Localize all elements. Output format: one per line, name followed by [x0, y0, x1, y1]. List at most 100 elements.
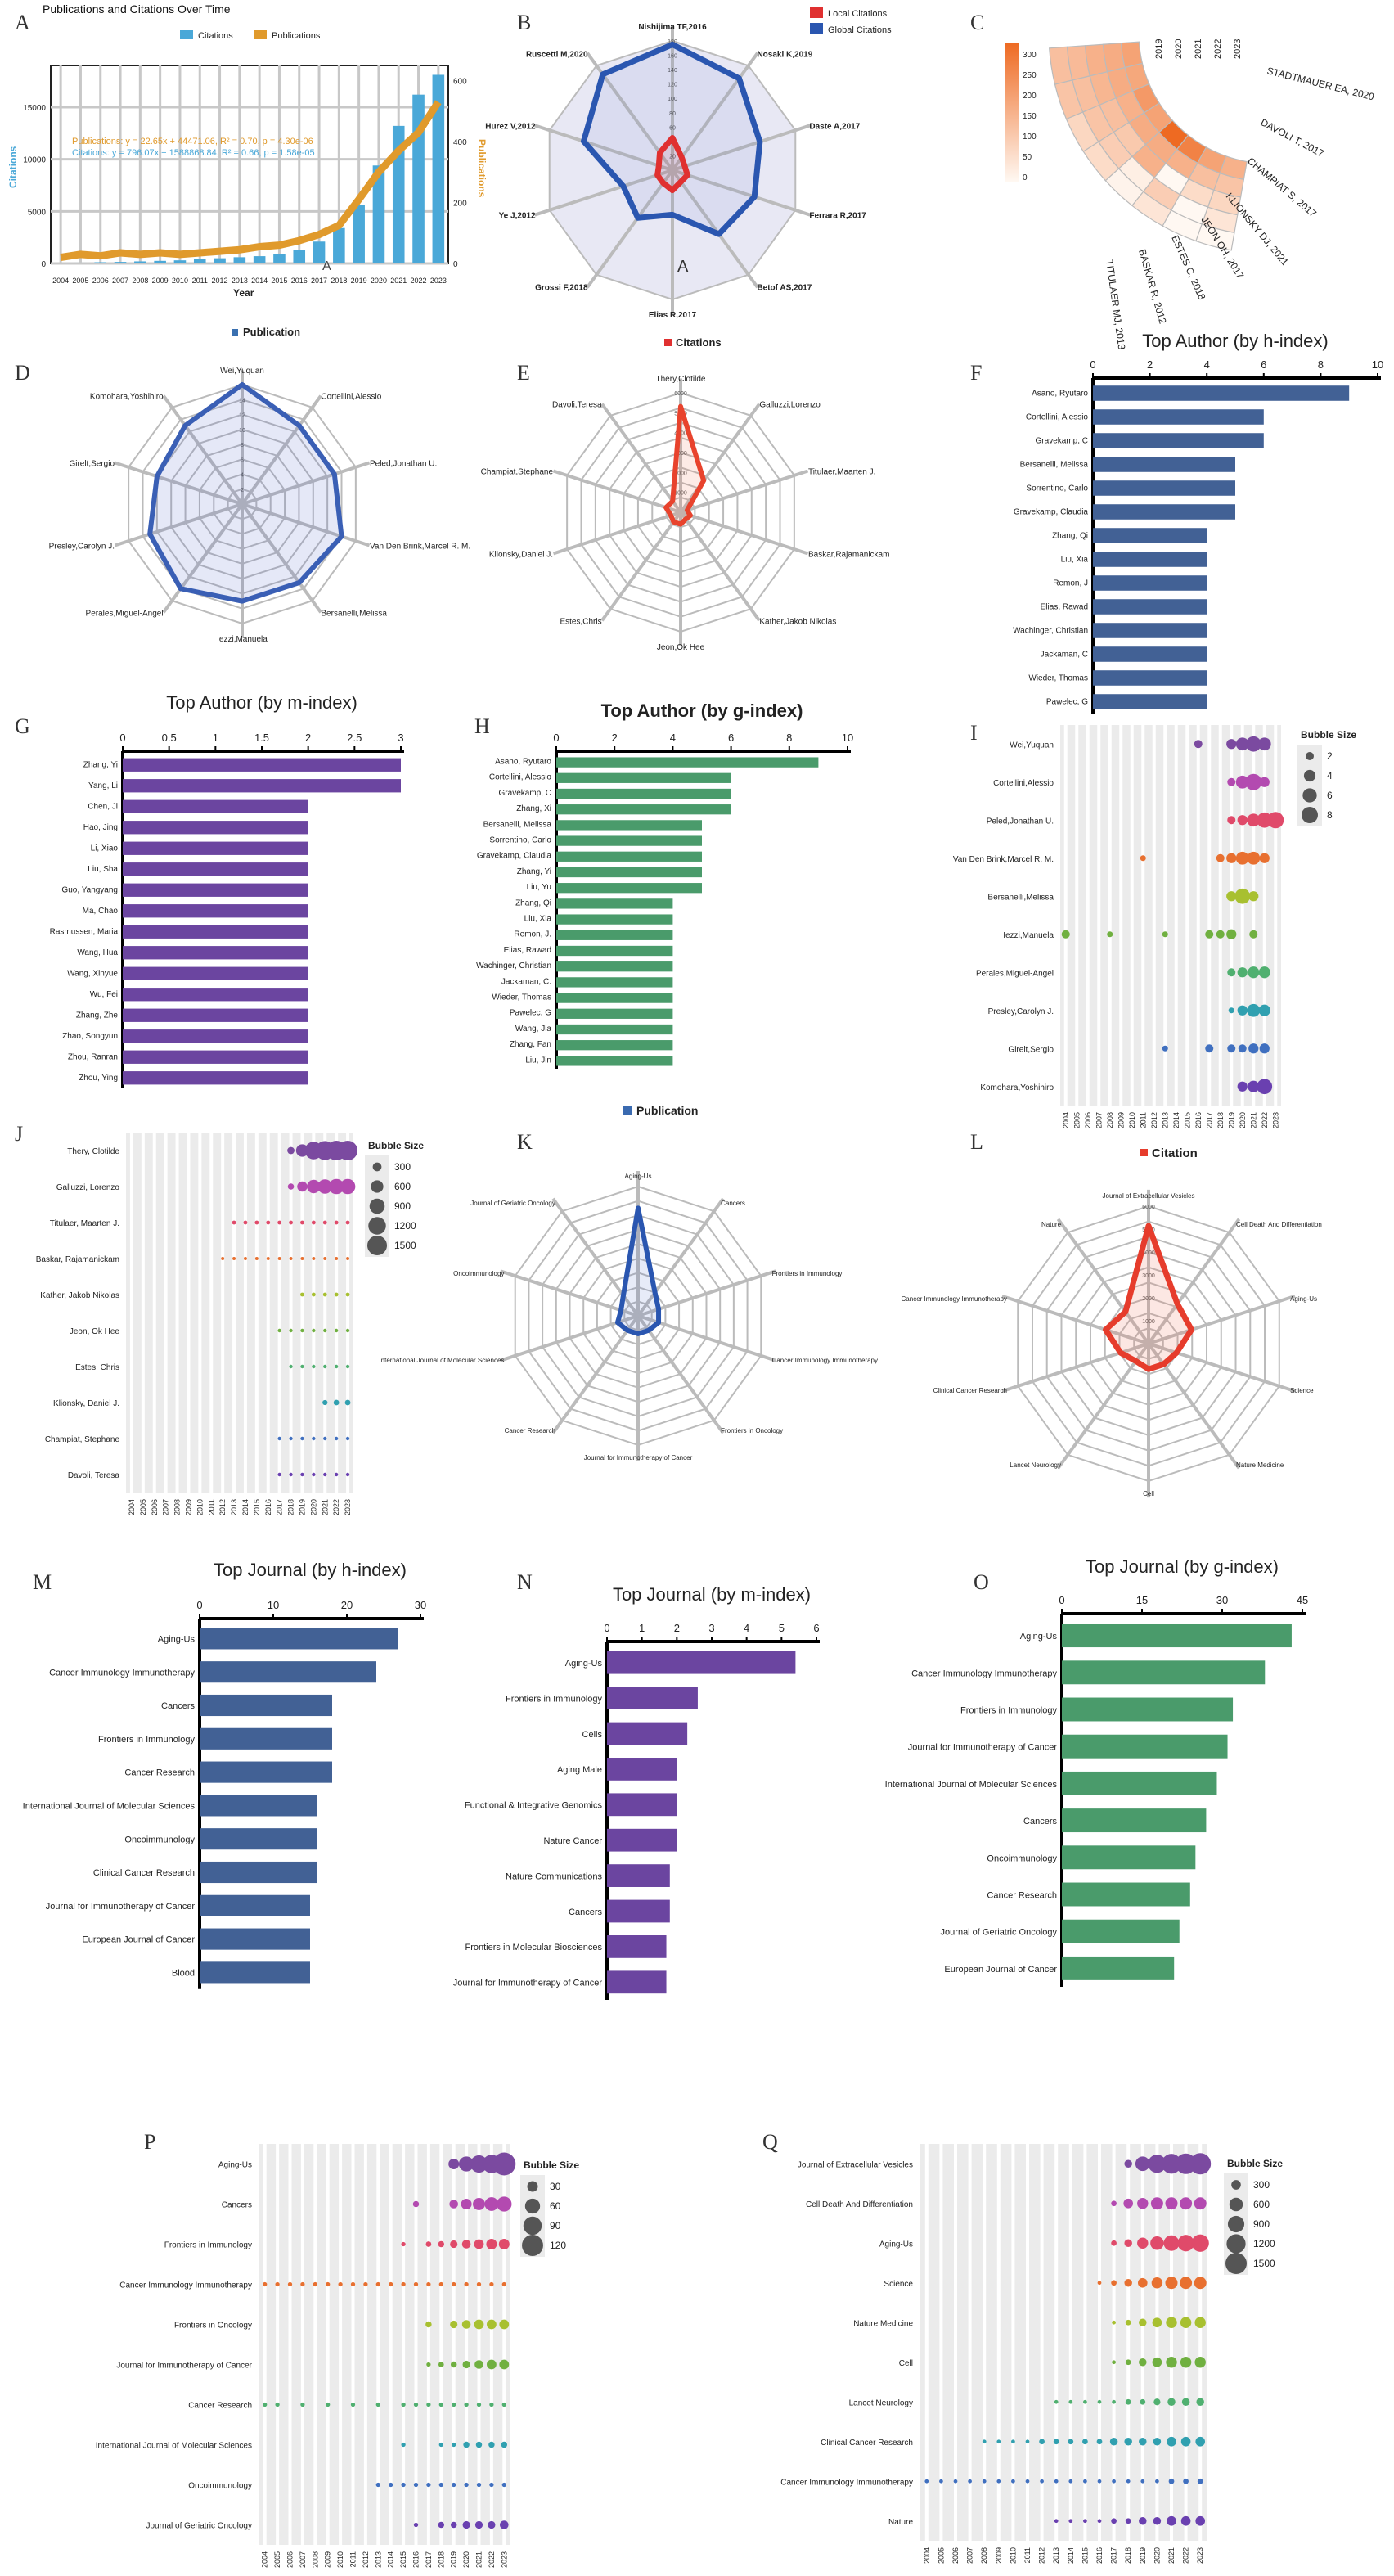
- color-scale-tick: 50: [1023, 153, 1032, 162]
- row-label: Thery, Clotilde: [67, 1147, 119, 1156]
- bubble: [476, 2482, 482, 2488]
- bubble: [1259, 777, 1270, 787]
- x-tick-label: 3: [398, 732, 403, 744]
- bubble: [1107, 931, 1113, 938]
- x-tick-label: 2008: [1106, 1112, 1114, 1128]
- bubble: [1125, 2398, 1131, 2405]
- bubble: [345, 1472, 350, 1477]
- x-tick-label: 2022: [332, 1499, 340, 1515]
- bar: [123, 1071, 308, 1085]
- bubble: [996, 2439, 1001, 2444]
- radar-spoke: [637, 1269, 776, 1317]
- bubble: [438, 2240, 445, 2248]
- x-tick-label: 2007: [1095, 1112, 1103, 1128]
- radar-series: [1103, 1223, 1194, 1372]
- panel-label: M: [33, 1570, 52, 1594]
- radar-series: [654, 135, 690, 194]
- bubble: [1226, 853, 1237, 863]
- x-tick-label: 2011: [1023, 2547, 1032, 2563]
- bubble: [1082, 2439, 1088, 2445]
- bubble: [1245, 773, 1262, 790]
- bubble: [322, 1220, 327, 1225]
- bubble: [474, 2319, 484, 2330]
- category-label: Zhang, Zhe: [76, 1011, 119, 1020]
- radar-axis-label: Ruscetti M,2020: [526, 51, 588, 60]
- category-label: Cancer Immunology Immunotherapy: [911, 1669, 1057, 1678]
- bar: [123, 988, 308, 1002]
- radar-spoke: [637, 1314, 776, 1362]
- bubble: [1153, 2398, 1161, 2406]
- category-label: Zhang, Xi: [516, 804, 551, 813]
- bubble: [476, 2281, 482, 2287]
- bubble: [1235, 737, 1249, 751]
- x-tick-label: 2007: [162, 1499, 170, 1515]
- chart-b: 20406080100120140160180Nishijima TF,2016…: [485, 7, 892, 349]
- bubble: [425, 2241, 432, 2247]
- plot-background: [259, 2144, 510, 2545]
- bubble: [1180, 2436, 1191, 2447]
- bubble: [488, 2520, 496, 2529]
- bubble: [1248, 1043, 1259, 1054]
- category-label: Jackaman, C.: [501, 977, 551, 986]
- x-tick-label: 2021: [321, 1499, 329, 1515]
- radar-tick-label: 3000: [674, 451, 687, 457]
- category-label: Cancers: [161, 1701, 195, 1711]
- bubble: [289, 1364, 293, 1369]
- radar-tick-label: 8: [241, 443, 244, 448]
- radar-axis-label: Nishijima TF,2016: [638, 23, 707, 32]
- bar: [607, 1864, 670, 1887]
- bubble: [346, 1257, 350, 1260]
- bubble: [1195, 2515, 1206, 2526]
- x-tick-label: 2012: [1038, 2547, 1046, 2564]
- x-tick-label: 0: [196, 1599, 202, 1611]
- bar: [556, 883, 702, 894]
- x-tick-label: 2: [305, 732, 311, 744]
- legend-label: Publication: [243, 326, 300, 338]
- chart-q: 2004 2005 2006 2007 2008 2009 2010 2011 2012 2013…: [780, 2144, 1283, 2564]
- color-scale-bar: [1005, 43, 1019, 182]
- bubble: [1112, 2399, 1116, 2404]
- bar: [123, 1008, 308, 1022]
- bubble: [499, 2359, 510, 2370]
- category-label: Nature Communications: [506, 1871, 602, 1881]
- bubble: [953, 2479, 958, 2484]
- row-label: International Journal of Molecular Scien…: [96, 2442, 252, 2451]
- row-label: Oncoimmunology: [188, 2482, 252, 2491]
- bubble: [1151, 2277, 1163, 2289]
- x-tick-label: 2015: [271, 277, 287, 285]
- radar-axis-label: Champiat,Stephane: [481, 467, 554, 476]
- bubble: [300, 1257, 304, 1260]
- bubble: [307, 1179, 321, 1194]
- heatmap-row-label: ESTES C, 2018: [1169, 234, 1207, 302]
- panel-label: D: [15, 361, 30, 385]
- bubble: [1124, 2239, 1132, 2247]
- category-label: Wu, Fei: [90, 990, 118, 999]
- row-label: Cortellini,Alessio: [993, 779, 1054, 788]
- row-label: Aging-Us: [879, 2240, 913, 2249]
- x-tick-label: 8: [786, 732, 792, 744]
- category-label: Nature Cancer: [543, 1836, 602, 1846]
- bar-citations: [94, 262, 107, 263]
- row-label: Science: [884, 2280, 913, 2289]
- x-tick-label: 2018: [287, 1499, 295, 1515]
- category-label: Clinical Cancer Research: [93, 1868, 195, 1878]
- chart-title: Top Author (by g-index): [601, 700, 803, 721]
- category-label: Hao, Jing: [83, 823, 118, 832]
- bubble: [939, 2479, 943, 2484]
- bubble: [1011, 2479, 1015, 2484]
- bubble: [334, 1220, 339, 1225]
- row-label: Komohara,Yoshihiro: [980, 1083, 1054, 1092]
- bubble: [996, 2479, 1001, 2484]
- bubble: [312, 1328, 316, 1333]
- category-label: Bersanelli, Melissa: [1020, 460, 1089, 469]
- radar-tick-label: 1000: [1142, 1319, 1155, 1325]
- legend-bubble: [372, 1162, 382, 1172]
- category-label: Liu, Yu: [527, 883, 551, 892]
- y-tick-label: 0: [41, 260, 46, 269]
- radar-spoke: [671, 52, 759, 172]
- radar-tick-label: 60: [669, 125, 676, 131]
- radar-axis-label: Presley,Carolyn J.: [49, 543, 115, 552]
- regression-equation: Citations: y = 796.07x − 1588868.84, R² …: [72, 148, 315, 158]
- category-label: Frontiers in Molecular Biosciences: [465, 1943, 602, 1952]
- color-scale-tick: 100: [1023, 133, 1037, 142]
